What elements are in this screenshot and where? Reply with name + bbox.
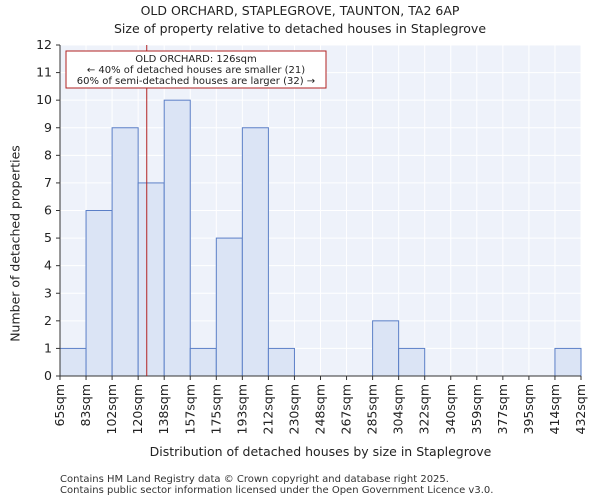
x-tick-label: 248sqm <box>313 384 328 434</box>
x-tick-label: 322sqm <box>417 384 432 434</box>
chart-subtitle: Size of property relative to detached ho… <box>113 21 487 36</box>
attribution-footer: Contains HM Land Registry data © Crown c… <box>60 474 493 496</box>
histogram-bar <box>267 347 295 377</box>
chart-title-block: OLD ORCHARD, STAPLEGROVE, TAUNTON, TA2 6… <box>0 2 600 38</box>
footer-line-2: Contains public sector information licen… <box>60 485 494 496</box>
y-tick-label: 4 <box>44 258 52 273</box>
y-tick-label: 1 <box>44 340 52 355</box>
histogram-bar <box>215 237 243 377</box>
y-tick-label: 0 <box>44 368 52 383</box>
histogram-bar <box>137 182 165 377</box>
x-tick-label: 157sqm <box>182 384 197 434</box>
histogram-bar <box>554 347 582 377</box>
y-tick-label: 6 <box>44 203 52 218</box>
x-tick-label: 285sqm <box>365 384 380 434</box>
x-tick-label: 212sqm <box>260 384 275 434</box>
y-tick-label: 8 <box>44 147 52 162</box>
y-tick-label: 7 <box>44 175 52 190</box>
histogram-bar <box>163 99 191 377</box>
chart-title-address: OLD ORCHARD, STAPLEGROVE, TAUNTON, TA2 6… <box>140 3 460 18</box>
y-tick-label: 11 <box>36 65 52 80</box>
histogram-bar <box>241 127 269 377</box>
x-tick-label: 395sqm <box>521 384 536 434</box>
y-tick-label: 5 <box>44 230 52 245</box>
y-tick-label: 3 <box>44 285 52 300</box>
x-tick-label: 267sqm <box>339 384 354 434</box>
x-tick-label: 230sqm <box>286 384 301 434</box>
x-tick-label: 377sqm <box>495 384 510 434</box>
histogram-bar <box>398 347 426 377</box>
x-tick-label: 193sqm <box>234 384 249 434</box>
histogram-bar <box>59 347 87 377</box>
y-tick-label: 9 <box>44 120 52 135</box>
x-tick-label: 120sqm <box>130 384 145 434</box>
x-tick-label: 359sqm <box>469 384 484 434</box>
x-tick-label: 65sqm <box>52 384 67 427</box>
x-tick-label: 304sqm <box>391 384 406 434</box>
histogram-bar <box>85 210 113 377</box>
x-axis-label: Distribution of detached houses by size … <box>149 444 492 459</box>
x-tick-label: 138sqm <box>156 384 171 434</box>
histogram-bar <box>189 347 217 377</box>
annotation-title: OLD ORCHARD: 126sqm <box>135 54 257 65</box>
y-tick-label: 10 <box>36 92 52 107</box>
annotation-larger: 60% of semi-detached houses are larger (… <box>77 76 315 87</box>
x-tick-label: 83sqm <box>78 384 93 427</box>
annotation-box <box>65 50 327 89</box>
y-tick-label: 2 <box>44 313 52 328</box>
x-tick-label: 414sqm <box>547 384 562 434</box>
x-tick-label: 432sqm <box>573 384 588 434</box>
x-tick-label: 175sqm <box>208 384 223 434</box>
histogram-bar <box>372 320 400 377</box>
footer-line-1: Contains HM Land Registry data © Crown c… <box>60 474 449 485</box>
x-tick-label: 102sqm <box>104 384 119 434</box>
histogram-bar <box>111 127 139 377</box>
y-tick-label: 12 <box>36 37 52 52</box>
x-tick-label: 340sqm <box>443 384 458 434</box>
annotation-smaller: ← 40% of detached houses are smaller (21… <box>87 65 305 76</box>
